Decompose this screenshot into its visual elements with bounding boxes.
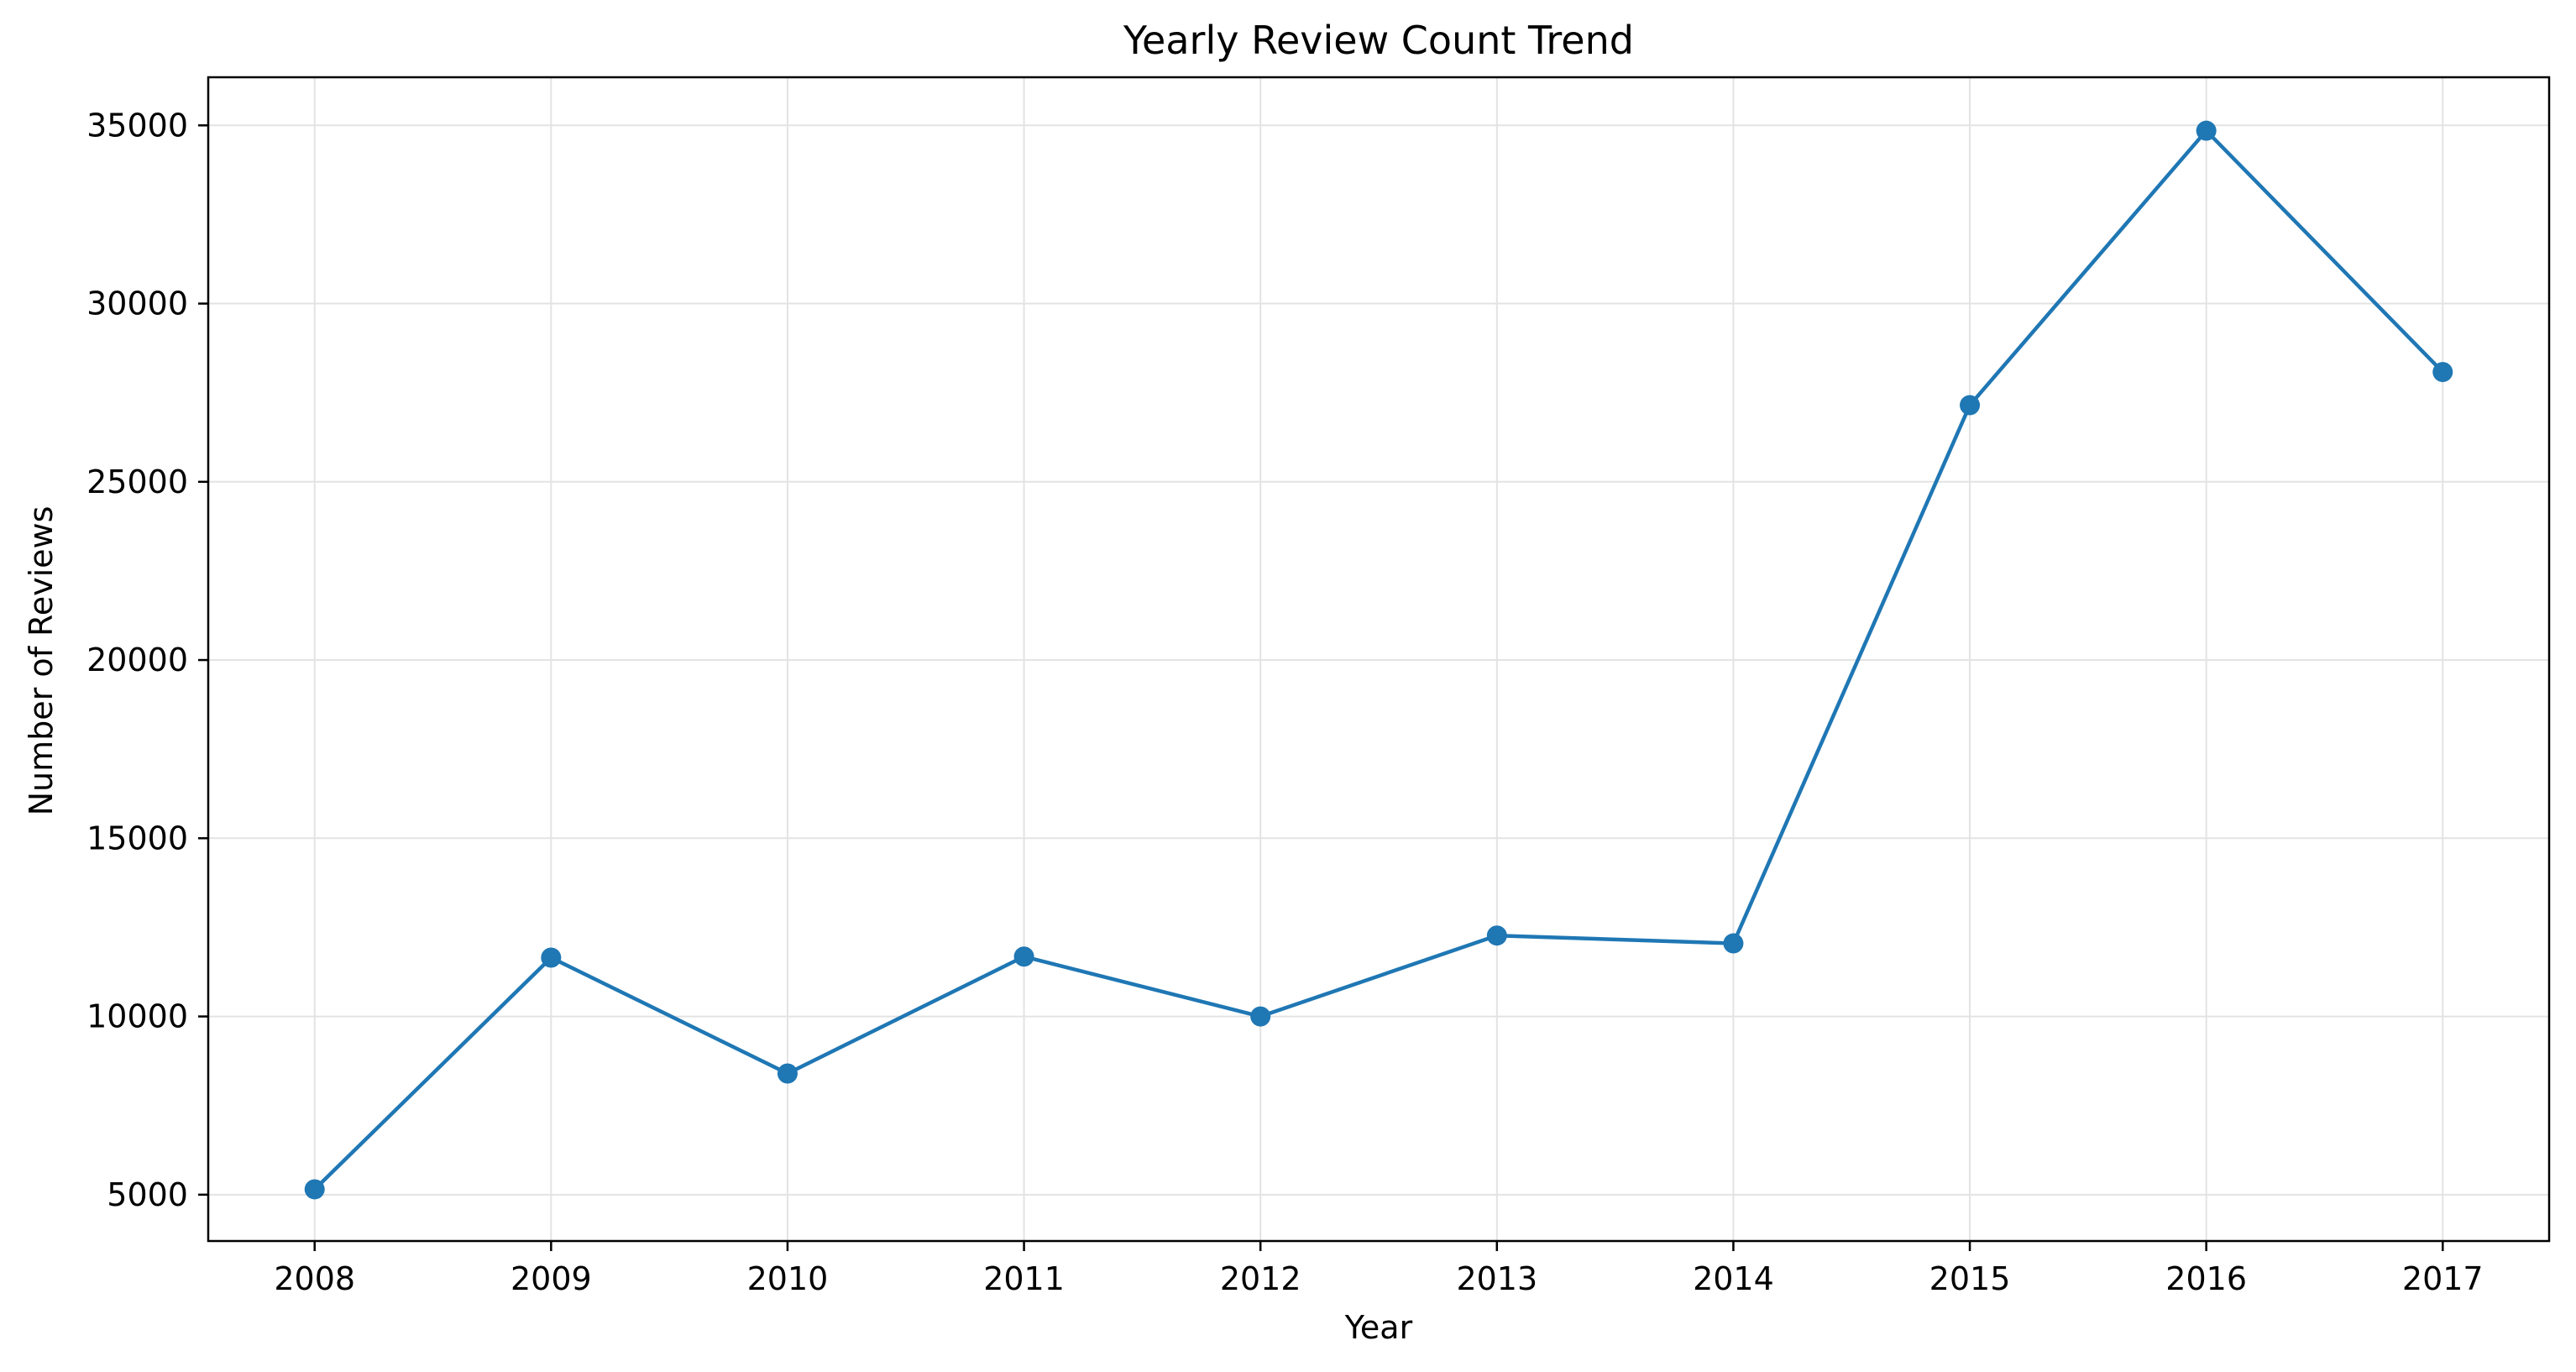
- x-axis-label: Year: [1344, 1309, 1413, 1346]
- grid-lines: [208, 77, 2549, 1241]
- x-tick-label: 2014: [1693, 1260, 1774, 1297]
- y-tick-label: 20000: [86, 641, 188, 678]
- x-tick-label: 2016: [2165, 1260, 2247, 1297]
- x-axis-ticks: 2008 2009 2010 2011 2012 2013 2014 2015 2016 2017: [274, 1241, 2484, 1297]
- series-line-layer: [312, 128, 2445, 1191]
- y-tick-label: 10000: [86, 998, 188, 1035]
- data-point: [1960, 395, 1981, 416]
- data-point: [1723, 933, 1744, 954]
- x-tick-label: 2011: [983, 1260, 1065, 1297]
- x-tick-label: 2015: [1929, 1260, 2011, 1297]
- series-line: [312, 128, 2445, 1191]
- x-tick-label: 2008: [274, 1260, 355, 1297]
- x-tick-label: 2009: [510, 1260, 592, 1297]
- chart-title: Yearly Review Count Trend: [1123, 18, 1634, 63]
- data-point: [1486, 925, 1507, 946]
- y-axis-label: Number of Reviews: [23, 506, 60, 816]
- x-tick-label: 2013: [1456, 1260, 1537, 1297]
- data-point-layer: [304, 120, 2453, 1200]
- data-point: [304, 1179, 325, 1200]
- data-point: [2196, 120, 2217, 141]
- y-tick-label: 35000: [86, 107, 188, 144]
- data-point: [2432, 362, 2453, 383]
- y-tick-label: 15000: [86, 820, 188, 856]
- data-point: [777, 1063, 798, 1084]
- x-tick-label: 2012: [1220, 1260, 1301, 1297]
- data-point: [541, 947, 562, 968]
- data-point: [1013, 946, 1034, 967]
- data-point: [1250, 1006, 1271, 1027]
- x-tick-label: 2010: [747, 1260, 829, 1297]
- y-axis-ticks: 5000 10000 15000 20000 25000 30000 35000: [86, 107, 208, 1213]
- y-tick-label: 30000: [86, 285, 188, 322]
- y-tick-label: 25000: [86, 463, 188, 500]
- y-tick-label: 5000: [107, 1176, 188, 1213]
- x-tick-label: 2017: [2402, 1260, 2484, 1297]
